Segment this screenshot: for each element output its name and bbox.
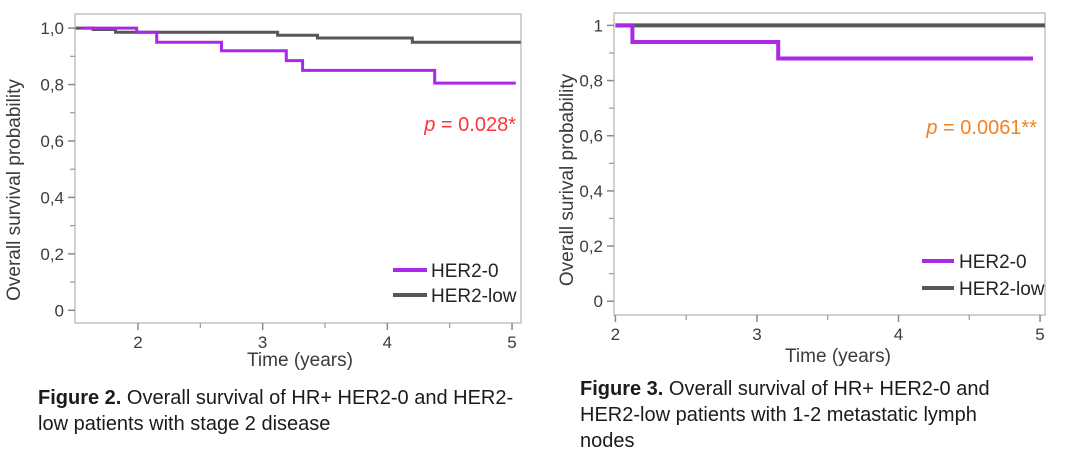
y-tick-label: 0,2 [40, 245, 64, 264]
y-tick-label: 1 [594, 16, 603, 35]
y-tick-label: 0,6 [579, 127, 603, 146]
figure3-caption-text: Overall survival of HR+ HER2-0 and HER2-… [580, 378, 990, 452]
plot-border [74, 13, 522, 324]
figure2-caption-text: Overall survival of HR+ HER2-0 and HER2-… [38, 387, 514, 435]
y-tick-label: 0 [594, 292, 603, 311]
x-tick-label: 2 [611, 325, 620, 344]
figure3-caption-number: Figure 3. [580, 378, 664, 400]
figure3-caption: Figure 3. Overall survival of HR+ HER2-0… [580, 376, 1025, 454]
p-value-italic-p: p [423, 114, 435, 136]
figure3-axes: 1 0,8 0,6 0,4 0,2 02 3 4 5 [579, 12, 1046, 344]
km-chart-figure3: 1 0,8 0,6 0,4 0,2 02 3 4 5 Overall surival proba… [557, 12, 1046, 367]
p-value-number: = 0.028* [435, 114, 516, 136]
x-axis-label: Time (years) [785, 346, 891, 367]
legend-label-her2-0: HER2-0 [959, 252, 1027, 273]
figure3-panel: 1 0,8 0,6 0,4 0,2 0 2 3 4 5 Overall surival proba… [540, 0, 1080, 464]
x-axis-label: Time (years) [247, 350, 353, 371]
x-tick-label: 5 [1035, 325, 1044, 344]
figure3-curves [615, 23, 1045, 61]
p-value-number: = 0.0061** [937, 117, 1037, 139]
figure2-axes: 1,0 0,8 0,6 0,4 0,2 0 2 3 4 5 [40, 13, 522, 352]
y-tick-label: 1,0 [40, 19, 64, 38]
legend: HER2-0 HER2-low [922, 252, 1045, 300]
legend-label-her2-0: HER2-0 [431, 261, 499, 282]
figure2-curves [75, 26, 521, 85]
plot-border [613, 12, 1046, 316]
figure2-caption: Figure 2. Overall survival of HR+ HER2-0… [38, 385, 543, 437]
her2-0-curve [81, 26, 516, 85]
her2-low-curve [75, 26, 521, 44]
y-axis-label: Overall survival probability [4, 79, 25, 301]
x-tick-label: 3 [752, 325, 761, 344]
y-tick-label: 0,2 [579, 237, 603, 256]
x-tick-label: 3 [258, 333, 267, 352]
y-tick-label: 0,6 [40, 132, 64, 151]
km-chart-figure2: 1,0 0,8 0,6 0,4 0,2 0 2 3 4 5 Overall survival pr… [4, 13, 522, 371]
x-tick-label: 4 [383, 333, 392, 352]
x-tick-label: 5 [507, 333, 516, 352]
y-tick-label: 0,4 [579, 182, 603, 201]
x-tick-label: 4 [894, 325, 903, 344]
legend: HER2-0 HER2-low [393, 261, 517, 307]
legend-label-her2-low: HER2-low [959, 279, 1045, 300]
her2-0-curve [615, 23, 1033, 61]
figure2-caption-number: Figure 2. [38, 387, 122, 409]
legend-label-her2-low: HER2-low [431, 286, 517, 307]
y-tick-label: 0 [55, 301, 64, 320]
figure2-panel: 1,0 0,8 0,6 0,4 0,2 0 2 3 4 5 Overall survival pr… [4, 13, 543, 437]
y-tick-label: 0,4 [40, 188, 64, 207]
p-value: p = 0.0061** [925, 117, 1037, 139]
y-tick-label: 0,8 [40, 76, 64, 95]
y-tick-label: 0,8 [579, 72, 603, 91]
p-value-italic-p: p [925, 117, 937, 139]
y-axis-label: Overall surival probability [557, 73, 578, 286]
p-value: p = 0.028* [423, 114, 516, 136]
x-tick-label: 2 [133, 333, 142, 352]
